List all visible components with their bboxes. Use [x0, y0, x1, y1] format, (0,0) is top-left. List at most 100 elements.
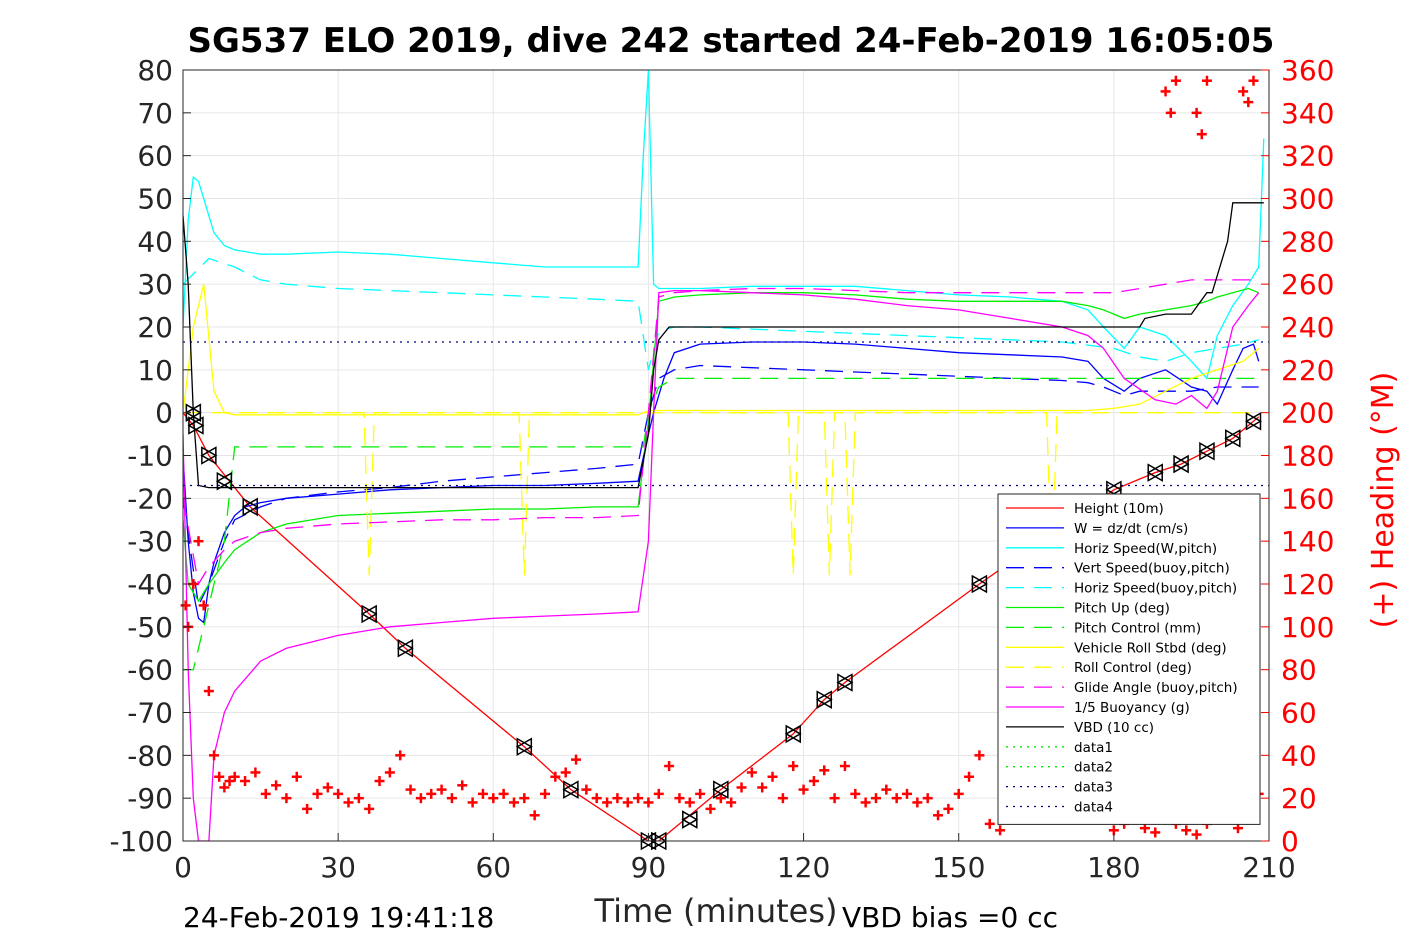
heading-marker [436, 784, 447, 795]
heading-marker [457, 780, 468, 791]
series-line-horiz-speed-w-pitch [183, 70, 1265, 380]
heading-marker [591, 793, 602, 804]
height-marker [360, 604, 378, 624]
heading-marker [312, 788, 323, 799]
heading-marker [850, 788, 861, 799]
heading-marker [477, 788, 488, 799]
heading-marker [777, 793, 788, 804]
legend-label: Pitch Control (mm) [1074, 620, 1201, 636]
y2-tick-label: 280 [1281, 225, 1334, 258]
heading-marker [405, 784, 416, 795]
y-tick-label: 10 [137, 354, 173, 387]
heading-marker [798, 784, 809, 795]
heading-marker [384, 767, 395, 778]
heading-marker [302, 803, 313, 814]
legend-label: Glide Angle (buoy,pitch) [1074, 680, 1238, 696]
vbd-bias-footer: VBD bias =0 cc [842, 901, 1058, 934]
heading-marker [467, 797, 478, 808]
heading-marker [1150, 827, 1161, 838]
heading-marker [788, 761, 799, 772]
heading-marker [695, 788, 706, 799]
height-marker [815, 690, 833, 709]
heading-marker [550, 771, 561, 782]
legend-item: Vert Speed(buoy,pitch) [1006, 561, 1230, 577]
y2-tick-label: 160 [1281, 482, 1334, 515]
height-marker [836, 673, 854, 692]
legend-label: Height (10m) [1074, 501, 1164, 517]
x-tick-label: 0 [174, 851, 192, 884]
heading-marker [224, 776, 235, 787]
height-marker [562, 780, 580, 799]
y-tick-label: -90 [127, 782, 173, 815]
heading-marker [193, 536, 204, 547]
y2-tick-label: 240 [1281, 311, 1334, 344]
y-tick-label: 0 [155, 397, 173, 430]
y-tick-label: -70 [127, 697, 173, 730]
legend-item: VBD (10 cc) [1006, 720, 1154, 736]
heading-marker [1191, 107, 1202, 118]
height-marker [396, 638, 414, 658]
heading-marker [1196, 129, 1207, 140]
legend-label: Horiz Speed(buoy,pitch) [1074, 581, 1237, 597]
heading-marker [353, 793, 364, 804]
legend-item: Horiz Speed(buoy,pitch) [1006, 581, 1237, 597]
heading-marker [214, 771, 225, 782]
height-marker [1244, 411, 1262, 431]
height-marker [1146, 463, 1164, 482]
heading-marker [291, 771, 302, 782]
heading-marker [250, 767, 261, 778]
y2-tick-label: 260 [1281, 268, 1334, 301]
legend-item: W = dz/dt (cm/s) [1006, 521, 1188, 537]
heading-marker [953, 788, 964, 799]
heading-marker [974, 750, 985, 761]
legend-item: Roll Control (deg) [1006, 660, 1192, 676]
heading-marker [260, 788, 271, 799]
legend-box [997, 493, 1261, 825]
heading-marker [736, 782, 747, 793]
heading-marker [705, 803, 716, 814]
height-marker [215, 471, 233, 491]
heading-marker [446, 793, 457, 804]
heading-marker [633, 793, 644, 804]
heading-layer [180, 75, 1264, 840]
y2-tick-label: 40 [1281, 739, 1317, 772]
series-line-1-5-buoyancy-g [183, 289, 1260, 841]
y-tick-label: -40 [127, 568, 173, 601]
x-axis-label: Time (minutes) [594, 892, 838, 930]
x-axis-ticks: 0 30 60 90 120 150 180 210 [174, 833, 1296, 884]
legend-label: W = dz/dt (cm/s) [1074, 521, 1188, 537]
heading-marker [540, 788, 550, 799]
y2-tick-label: 20 [1281, 782, 1317, 815]
legend-label: data4 [1074, 800, 1113, 816]
y-tick-label: -80 [127, 739, 173, 772]
y2-tick-label: 120 [1281, 568, 1334, 601]
heading-marker [1181, 825, 1192, 836]
y2-tick-label: 100 [1281, 611, 1334, 644]
height-marker [712, 780, 730, 799]
height-marker [187, 416, 205, 435]
heading-marker [891, 793, 902, 804]
legend: Height (10m) W = dz/dt (cm/s) Horiz Speed(… [997, 493, 1261, 825]
heading-marker [757, 782, 768, 793]
series-line-w-dz-dt-cm-s [183, 341, 1260, 624]
heading-marker [1243, 97, 1254, 108]
y2-tick-label: 340 [1281, 97, 1334, 130]
y2-axis-label: (+) Heading (°M) [1366, 372, 1401, 629]
heading-marker [715, 793, 726, 804]
heading-marker [922, 793, 933, 804]
heading-marker [860, 797, 871, 808]
heading-marker [653, 788, 664, 799]
heading-marker [881, 784, 892, 795]
heading-marker [1248, 75, 1259, 86]
heading-marker [933, 810, 944, 821]
heading-marker [1160, 86, 1171, 97]
heading-marker [684, 797, 695, 808]
heading-marker [1201, 75, 1212, 86]
heading-marker [612, 793, 623, 804]
heading-marker [229, 771, 240, 782]
legend-item: Pitch Up (deg) [1006, 601, 1170, 617]
legend-label: Vehicle Roll Stbd (deg) [1074, 640, 1227, 656]
heading-marker [819, 765, 830, 776]
height-marker [515, 737, 533, 757]
heading-marker [571, 754, 582, 765]
